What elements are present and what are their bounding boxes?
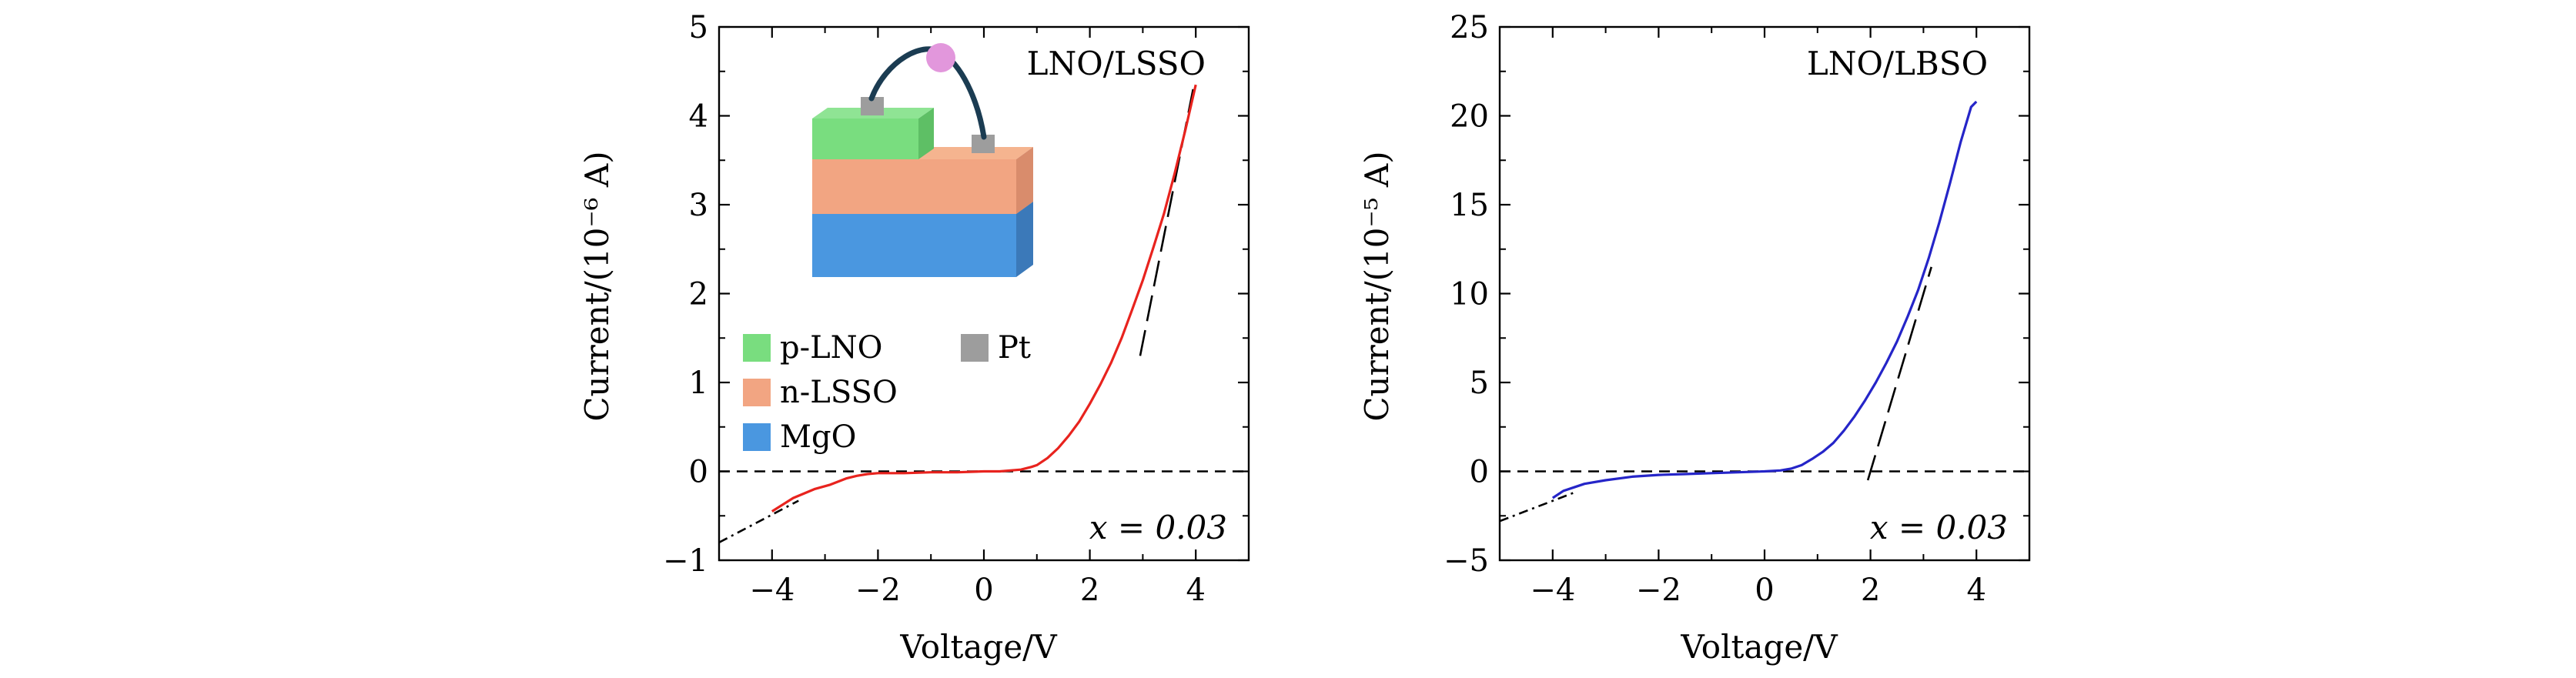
left-sample-label: LNO/LSSO xyxy=(1027,45,1206,82)
left-y-tick-label: 4 xyxy=(689,99,708,135)
right-x-tick-label: 4 xyxy=(1966,573,1986,608)
right-clipped-marks xyxy=(1500,100,2029,523)
left-y-tick-label: 3 xyxy=(689,188,708,223)
right-x-tick-label: −2 xyxy=(1636,573,1681,608)
legend-swatch-p-lno xyxy=(743,334,771,362)
right-x-tick-label: 0 xyxy=(1755,573,1774,608)
left-x-tick-label: 4 xyxy=(1186,573,1205,608)
right-iv-curve xyxy=(1551,100,1978,499)
left-y-tick-label: 1 xyxy=(689,366,708,401)
right-sample-label: LNO/LBSO xyxy=(1807,45,1988,82)
legend: p-LNO n-LSSO MgO Pt xyxy=(743,330,1031,455)
lno-layer-side xyxy=(918,108,934,159)
left-clipped-marks xyxy=(719,84,1249,544)
left-x-tick-label: −2 xyxy=(855,573,901,608)
right-plot-frame xyxy=(1498,25,2031,562)
legend-label-n-lsso: n-LSSO xyxy=(780,375,898,410)
right-y-axis-label: Current/(10⁻⁵ A) xyxy=(1358,151,1396,421)
left-ticks: −4 −2 0 2 4 −1 0 1 2 3 4 5 xyxy=(663,10,1250,608)
right-fit-line-1 xyxy=(1500,492,1574,523)
left-fit-line-1 xyxy=(719,499,799,544)
probe-tip xyxy=(926,43,955,72)
left-x-tick-label: 2 xyxy=(1080,573,1099,608)
right-y-tick-label: 25 xyxy=(1450,10,1489,45)
left-y-tick-label: −1 xyxy=(663,543,708,579)
left-iv-curve xyxy=(771,84,1197,513)
right-fit-line-2 xyxy=(1866,266,1932,481)
right-x-axis-label: Voltage/V xyxy=(1680,628,1838,666)
right-y-tick-label: 0 xyxy=(1470,455,1489,490)
left-y-tick-label: 5 xyxy=(689,10,708,45)
right-y-tick-label: 5 xyxy=(1470,366,1489,401)
lsso-layer xyxy=(812,159,1016,214)
left-panel: −4 −2 0 2 4 −1 0 1 2 3 4 5 Current/(10⁻⁶ A) Voltage… xyxy=(578,10,1250,666)
right-y-tick-label: 15 xyxy=(1450,188,1489,223)
left-x-tick-label: 0 xyxy=(974,573,993,608)
right-plot-area: −4 −2 0 2 4 −5 0 5 10 15 20 25 xyxy=(1444,10,2031,608)
legend-swatch-n-lsso xyxy=(743,379,771,406)
left-y-tick-label: 2 xyxy=(689,277,708,312)
right-panel: −4 −2 0 2 4 −5 0 5 10 15 20 25 Current/(10⁻⁵ A) Vol… xyxy=(1358,10,2031,666)
left-plot-frame xyxy=(718,25,1250,562)
left-data-layer xyxy=(719,84,1249,544)
right-x-tick-label: −4 xyxy=(1530,573,1575,608)
right-y-tick-label: 10 xyxy=(1450,277,1489,312)
left-plot-area: −4 −2 0 2 4 −1 0 1 2 3 4 5 xyxy=(663,10,1250,608)
legend-label-p-lno: p-LNO xyxy=(780,330,882,366)
left-composition-note: x = 0.03 xyxy=(1089,509,1227,546)
legend-label-mgo: MgO xyxy=(780,419,856,455)
left-y-tick-label: 0 xyxy=(689,455,708,490)
right-composition-note: x = 0.03 xyxy=(1870,509,2008,546)
lsso-layer-side xyxy=(1016,147,1033,214)
mgo-layer xyxy=(812,214,1016,277)
mgo-layer-side xyxy=(1016,202,1033,277)
left-x-tick-label: −4 xyxy=(749,573,795,608)
right-y-tick-label: 20 xyxy=(1450,99,1489,135)
legend-label-pt: Pt xyxy=(998,330,1031,366)
device-schematic xyxy=(812,43,1033,277)
right-y-tick-label: −5 xyxy=(1444,543,1489,579)
right-data-layer xyxy=(1500,100,2029,523)
right-x-tick-label: 2 xyxy=(1861,573,1880,608)
lno-layer xyxy=(812,119,918,159)
right-ticks: −4 −2 0 2 4 −5 0 5 10 15 20 25 xyxy=(1444,10,2030,608)
legend-swatch-pt xyxy=(961,334,989,362)
left-x-axis-label: Voltage/V xyxy=(899,628,1057,666)
legend-swatch-mgo xyxy=(743,423,771,451)
left-y-axis-label: Current/(10⁻⁶ A) xyxy=(578,151,616,421)
